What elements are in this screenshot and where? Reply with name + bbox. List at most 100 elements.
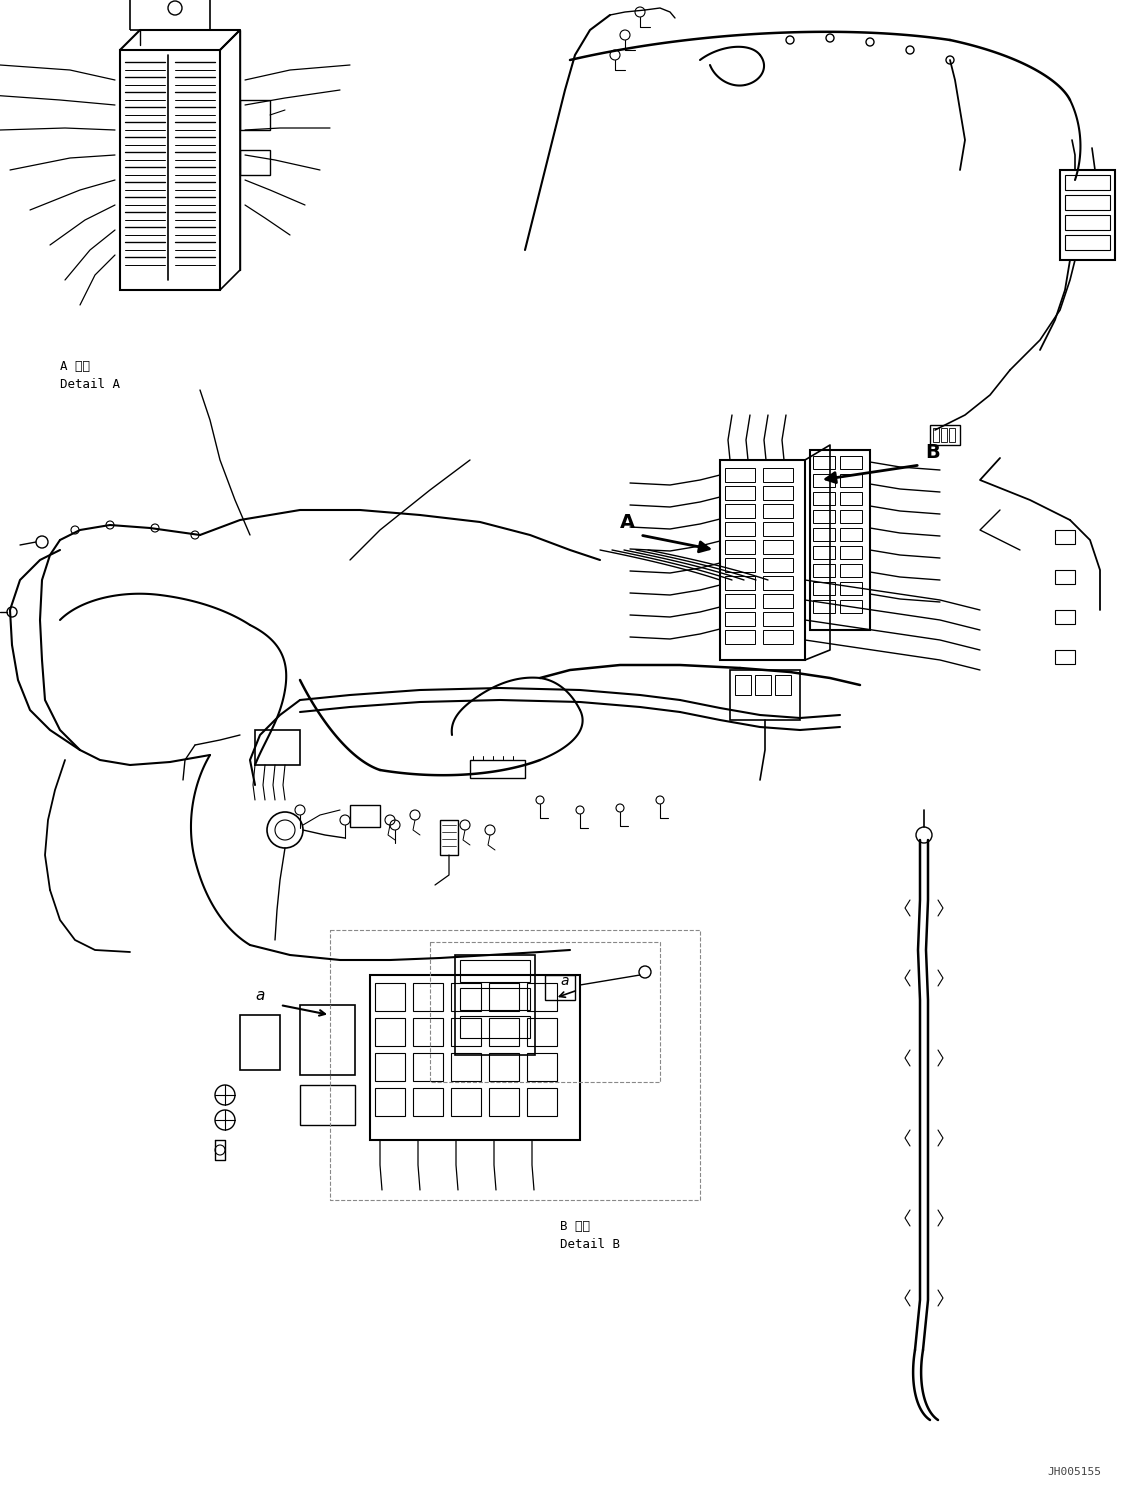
Bar — [763, 540, 793, 554]
Bar — [941, 428, 947, 442]
Bar — [460, 988, 531, 1010]
Bar — [1065, 215, 1110, 230]
Bar — [413, 1088, 443, 1116]
Bar — [840, 582, 861, 595]
Bar — [240, 151, 270, 175]
Bar — [350, 806, 380, 827]
Bar — [455, 955, 535, 1055]
Bar — [840, 474, 861, 486]
Bar — [1055, 530, 1075, 545]
Bar — [375, 1053, 405, 1082]
Bar — [375, 983, 405, 1012]
Bar — [840, 510, 861, 524]
Bar — [725, 468, 755, 482]
Bar — [725, 612, 755, 627]
Bar — [725, 504, 755, 518]
Bar — [1055, 610, 1075, 624]
Bar — [460, 959, 531, 982]
Text: Detail A: Detail A — [60, 377, 120, 391]
Bar — [120, 51, 220, 289]
Bar — [814, 564, 835, 577]
Bar — [489, 1088, 519, 1116]
Bar — [840, 528, 861, 542]
Bar — [300, 1006, 355, 1076]
Bar — [130, 0, 210, 30]
Text: A 詳細: A 詳細 — [60, 360, 90, 373]
Bar — [840, 564, 861, 577]
Bar — [451, 1053, 482, 1082]
Bar — [240, 1015, 280, 1070]
Bar — [460, 1016, 531, 1038]
Bar — [763, 468, 793, 482]
Bar — [725, 594, 755, 609]
Bar — [810, 451, 869, 630]
Bar — [814, 528, 835, 542]
Bar — [720, 460, 806, 659]
Bar — [370, 974, 580, 1140]
Bar — [254, 730, 300, 765]
Bar — [725, 576, 755, 589]
Bar — [1065, 175, 1110, 189]
Bar — [763, 522, 793, 536]
Bar — [1060, 170, 1115, 260]
Text: Detail B: Detail B — [560, 1238, 620, 1250]
Bar — [814, 492, 835, 504]
Bar — [755, 674, 771, 695]
Text: B 詳細: B 詳細 — [560, 1220, 590, 1232]
Bar — [440, 821, 458, 855]
Bar — [451, 1018, 482, 1046]
Bar — [949, 428, 955, 442]
Bar — [1055, 651, 1075, 664]
Bar — [725, 558, 755, 571]
Bar — [1065, 236, 1110, 251]
Bar — [840, 546, 861, 560]
Bar — [527, 1018, 557, 1046]
Bar — [451, 1088, 482, 1116]
Bar — [814, 474, 835, 486]
Bar — [527, 983, 557, 1012]
Text: A: A — [620, 513, 636, 533]
Bar — [413, 1018, 443, 1046]
Bar — [763, 576, 793, 589]
Bar — [840, 600, 861, 613]
Bar — [413, 1053, 443, 1082]
Bar — [725, 630, 755, 645]
Bar — [1065, 195, 1110, 210]
Bar — [489, 1053, 519, 1082]
Text: B: B — [925, 443, 940, 463]
Bar — [763, 630, 793, 645]
Bar — [814, 457, 835, 468]
Bar — [451, 983, 482, 1012]
Bar — [730, 670, 800, 721]
Bar — [814, 510, 835, 524]
Bar — [763, 558, 793, 571]
Bar — [375, 1018, 405, 1046]
Bar — [725, 522, 755, 536]
Bar — [413, 983, 443, 1012]
Bar — [489, 1018, 519, 1046]
Bar — [527, 1053, 557, 1082]
Bar — [930, 425, 960, 445]
Bar — [763, 612, 793, 627]
Bar — [300, 1085, 355, 1125]
Bar — [814, 600, 835, 613]
Bar — [763, 504, 793, 518]
Bar — [489, 983, 519, 1012]
Bar — [814, 582, 835, 595]
Bar — [527, 1088, 557, 1116]
Bar — [763, 486, 793, 500]
Bar — [933, 428, 939, 442]
Bar — [375, 1088, 405, 1116]
Bar — [840, 492, 861, 504]
Bar — [470, 759, 525, 777]
Bar — [775, 674, 791, 695]
Bar — [1055, 570, 1075, 583]
Bar — [725, 486, 755, 500]
Text: JH005155: JH005155 — [1047, 1467, 1101, 1477]
Bar — [735, 674, 751, 695]
Bar — [840, 457, 861, 468]
Bar — [545, 974, 575, 1000]
Text: a: a — [560, 974, 568, 988]
Bar — [240, 100, 270, 130]
Text: a: a — [254, 988, 265, 1003]
